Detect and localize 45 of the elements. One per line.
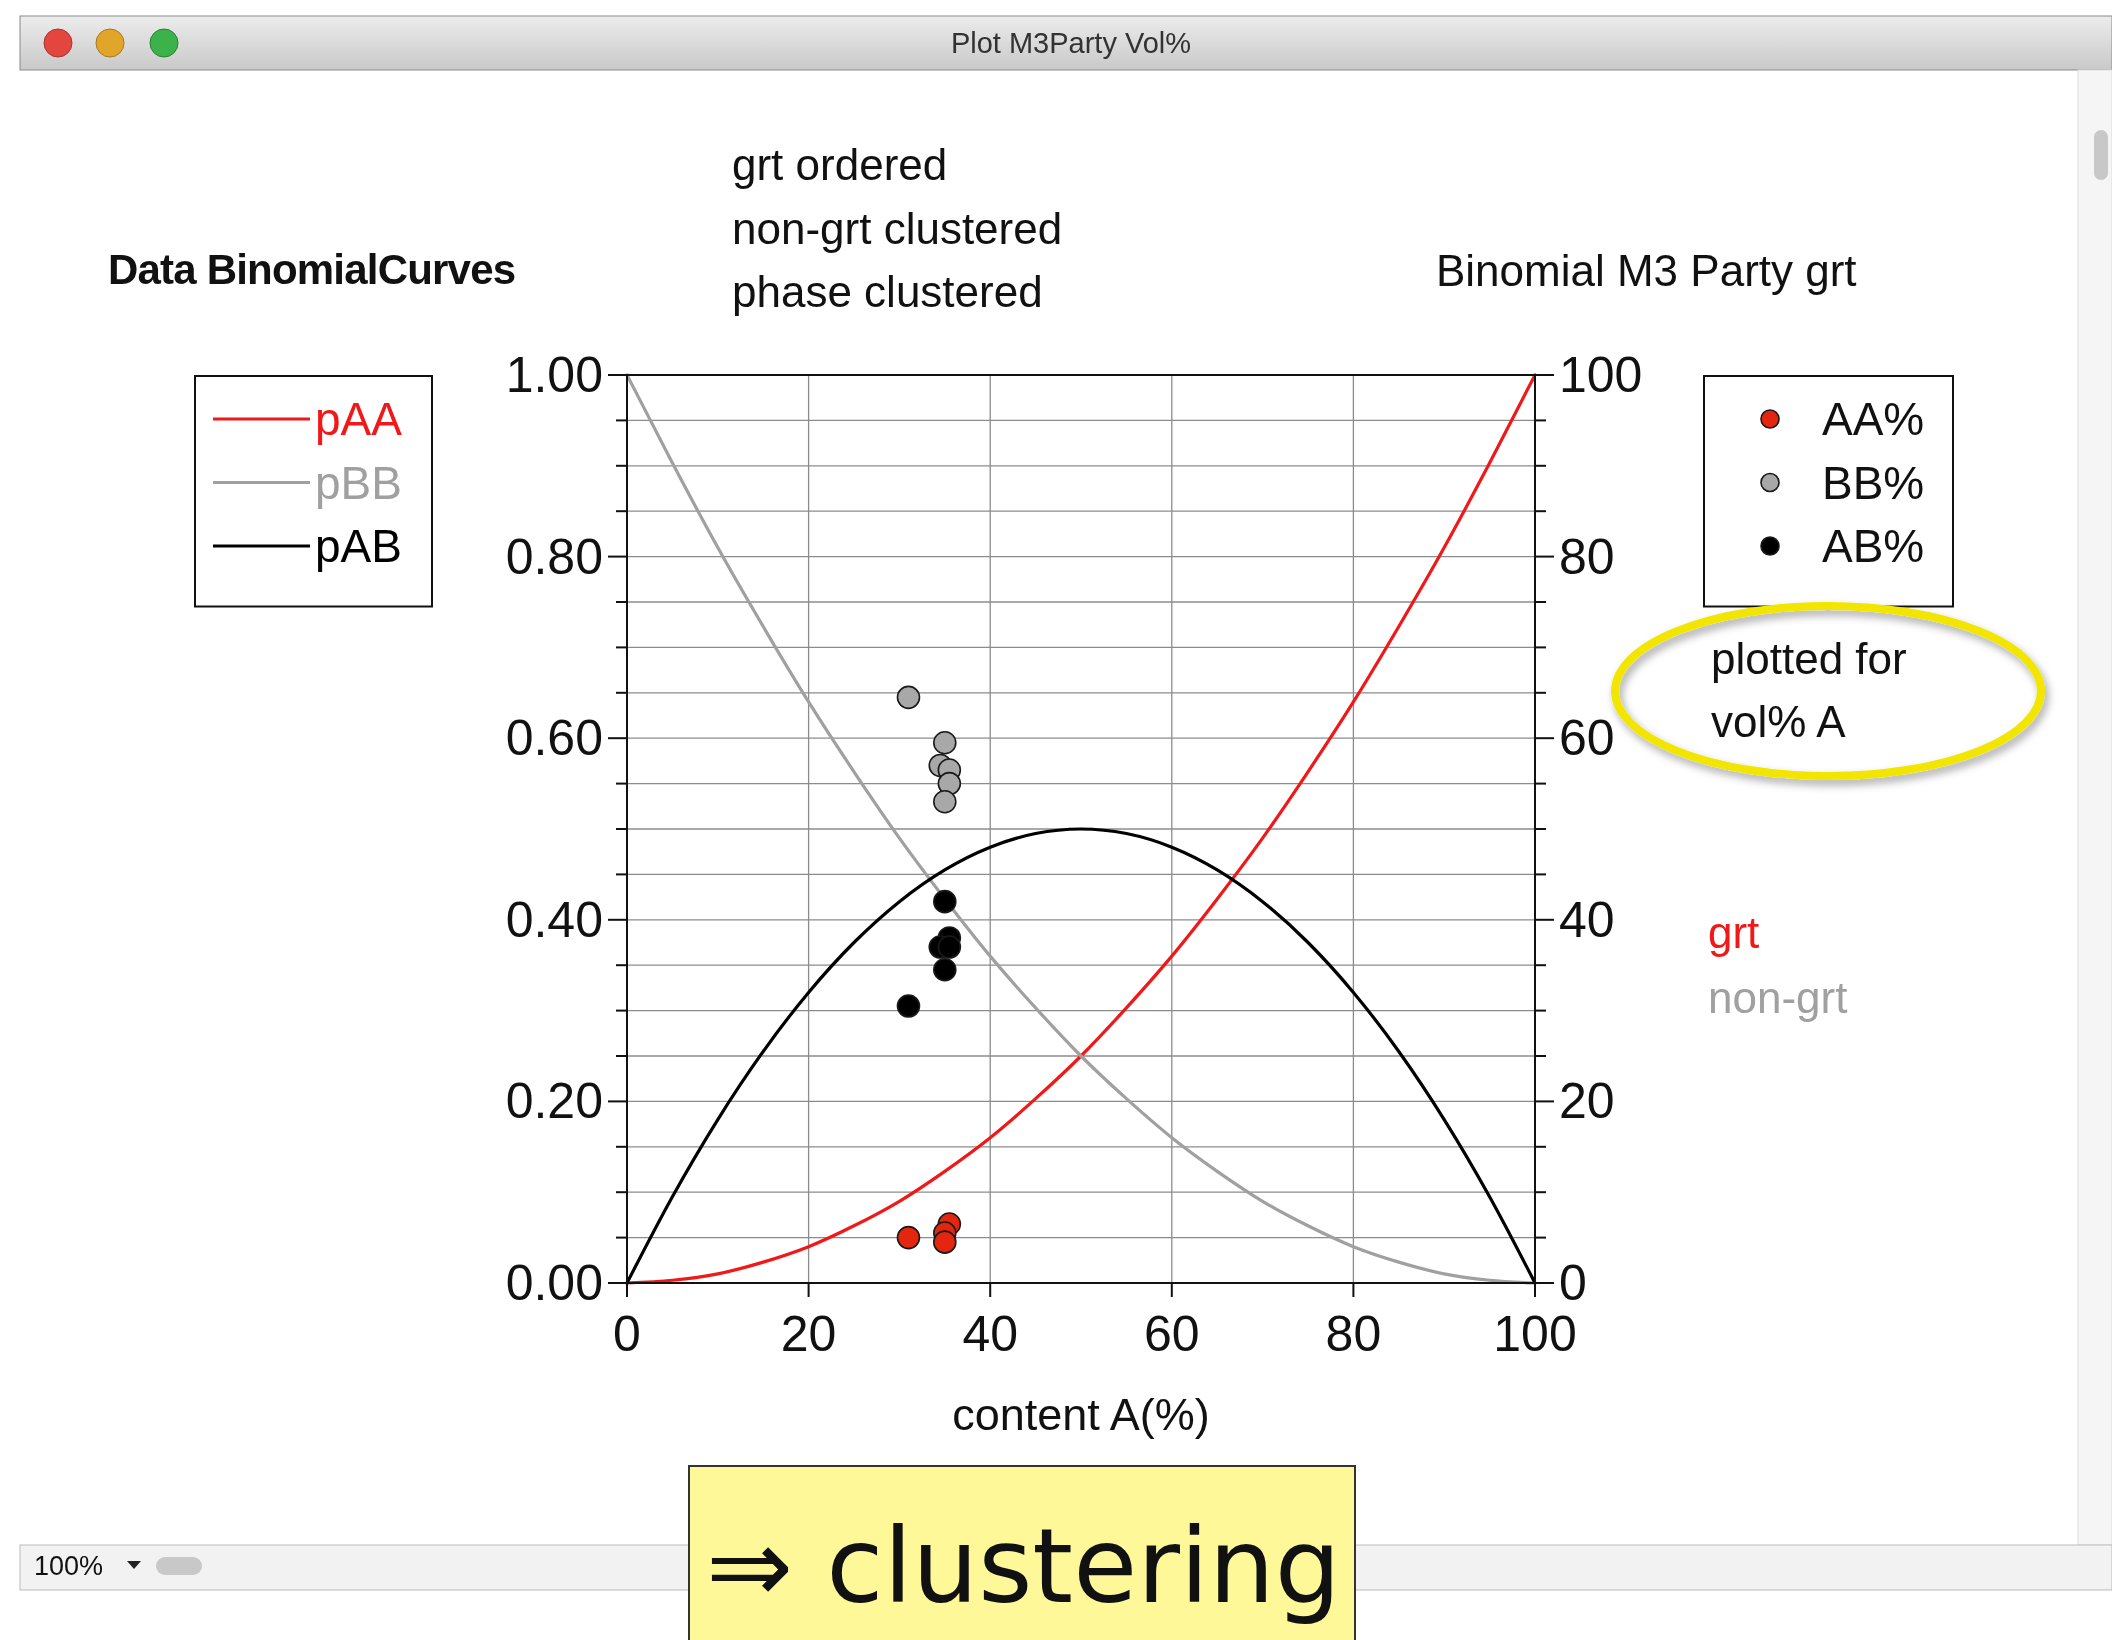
text: ⇒ clustering <box>706 1505 1341 1627</box>
x-tick-label: 60 <box>1143 1306 1200 1362</box>
point <box>933 789 957 814</box>
text: Binomial M3 Party grt <box>1436 246 1857 295</box>
point <box>896 1225 921 1250</box>
point <box>933 957 957 982</box>
point <box>896 685 921 710</box>
text: 100% <box>34 1551 104 1581</box>
text: non-grt clustered <box>732 204 1063 253</box>
x-tick-label: 20 <box>780 1306 837 1362</box>
legend-label: AA% <box>1822 393 1925 445</box>
point <box>933 1230 957 1254</box>
y2-tick-label: 20 <box>1559 1073 1615 1130</box>
text: grt ordered <box>732 140 948 189</box>
legend-label: BB% <box>1822 456 1925 509</box>
legend-label: pAB <box>315 520 402 572</box>
text: phase clustered <box>732 267 1043 316</box>
point <box>933 730 957 755</box>
legend-label: pBB <box>315 456 402 509</box>
x-tick-label: 40 <box>962 1306 1019 1362</box>
point <box>896 994 921 1018</box>
y2-tick-label: 100 <box>1559 347 1643 403</box>
x-tick-label: 0 <box>613 1306 641 1362</box>
point <box>937 935 962 959</box>
text: non-grt <box>1708 973 1848 1022</box>
x-axis-title: content A(%) <box>952 1389 1210 1440</box>
text: vol% A <box>1711 697 1847 746</box>
text: plotted for <box>1711 634 1907 683</box>
line-series <box>625 827 1537 1285</box>
y-tick-label: 0.40 <box>505 891 603 948</box>
legend-label: pAA <box>315 393 403 445</box>
y-tick-label: 1.00 <box>505 347 603 403</box>
y-tick-label: 0.20 <box>505 1073 603 1130</box>
y2-tick-label: 60 <box>1559 710 1615 767</box>
chart-title: Plot M3Party Vol% <box>950 27 1192 59</box>
x-tick-label: 80 <box>1325 1306 1382 1362</box>
y-tick-label: 0.80 <box>505 528 603 585</box>
legend-label: AB% <box>1822 520 1925 572</box>
text: Data BinomialCurves <box>108 246 516 293</box>
text: grt <box>1708 908 1760 957</box>
y-tick-label: 0.60 <box>505 710 603 767</box>
y-tick-label: 0.00 <box>505 1255 603 1311</box>
y2-tick-label: 80 <box>1559 528 1615 585</box>
point <box>933 889 957 914</box>
y2-tick-label: 40 <box>1559 891 1615 948</box>
